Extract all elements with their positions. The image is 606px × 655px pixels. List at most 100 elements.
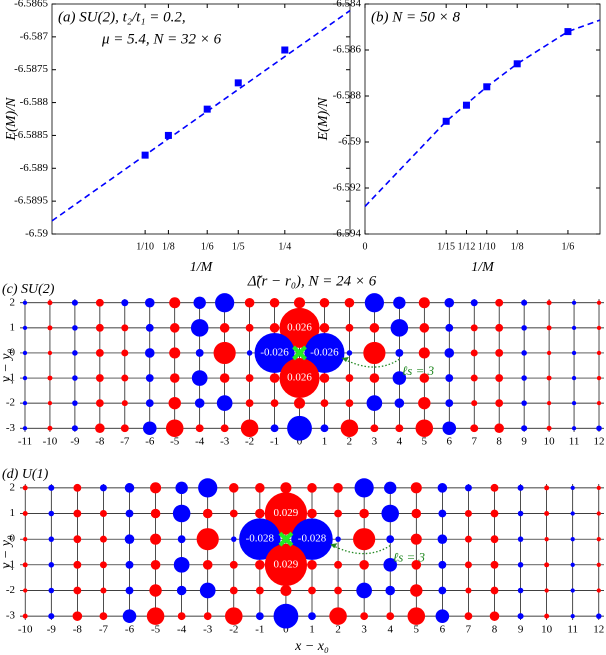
site-circle	[229, 586, 238, 595]
site-circle	[345, 323, 354, 332]
site-circle	[334, 586, 342, 595]
site-circle	[95, 374, 104, 382]
site-circle	[369, 373, 380, 383]
site-circle	[245, 374, 254, 382]
site-circle	[521, 400, 527, 406]
site-circle	[177, 612, 186, 621]
site-circle	[445, 399, 454, 408]
x-tick-label: 1/8	[162, 241, 175, 252]
y-tick-label: 2	[10, 481, 16, 493]
data-point	[141, 151, 149, 159]
site-circle	[407, 607, 426, 625]
site-circle	[146, 607, 165, 625]
annotation: ℓs = 3	[402, 363, 435, 378]
site-circle	[464, 484, 472, 492]
y-tick-label: -6.584	[333, 0, 362, 10]
site-circle	[546, 325, 552, 331]
site-circle	[415, 419, 434, 438]
site-circle	[215, 293, 235, 313]
site-circle	[418, 347, 430, 359]
site-circle	[470, 349, 478, 357]
site-circle	[596, 613, 602, 619]
site-circle	[145, 323, 154, 332]
site-circle	[240, 419, 259, 438]
site-circle	[340, 419, 359, 438]
site-circle	[470, 299, 478, 307]
site-circle	[168, 396, 181, 410]
site-circle	[100, 587, 107, 594]
x-tick-label: 4	[397, 436, 403, 448]
site-circle	[419, 373, 430, 383]
site-circle	[571, 325, 577, 331]
x-tick-label: 1/5	[232, 241, 245, 252]
site-circle	[47, 300, 53, 306]
arc-arrowhead	[341, 356, 349, 362]
site-circle	[73, 586, 82, 595]
site-circle	[48, 536, 55, 542]
site-circle	[393, 296, 406, 309]
site-circle	[490, 483, 499, 492]
site-circle	[517, 562, 524, 568]
x-tick-label: 7	[471, 436, 477, 448]
x-tick-label: 1/6	[201, 241, 214, 252]
site-circle	[95, 349, 104, 357]
site-circle	[193, 296, 206, 309]
fit-line	[364, 19, 601, 207]
site-circle	[369, 323, 380, 333]
x-tick-label: -2	[229, 624, 238, 636]
x-tick-label: -7	[120, 436, 130, 448]
y-tick-label: 0	[10, 533, 16, 545]
x-tick-label: 6	[447, 436, 453, 448]
site-circle	[470, 324, 478, 332]
site-circle	[47, 375, 53, 381]
site-circle	[95, 399, 104, 408]
site-circle	[571, 426, 577, 431]
site-circle	[438, 586, 447, 595]
panel-label: (c) SU(2)	[2, 282, 55, 297]
site-circle	[73, 560, 82, 569]
site-circle	[72, 400, 78, 406]
y-tick-label: -1	[6, 372, 15, 384]
site-circle	[596, 375, 602, 381]
site-circle	[22, 300, 28, 305]
site-circle	[175, 481, 188, 495]
site-circle	[202, 508, 213, 519]
site-circle	[99, 561, 107, 569]
data-point	[564, 28, 572, 36]
site-circle	[231, 536, 237, 542]
site-circle	[354, 478, 374, 498]
site-circle	[165, 419, 184, 438]
site-circle	[121, 324, 129, 332]
site-circle	[394, 398, 405, 408]
site-circle	[176, 585, 187, 596]
site-circle	[229, 560, 238, 569]
x-tick-label: -3	[203, 624, 213, 636]
site-circle	[544, 588, 549, 593]
y-tick-label: -6.594	[333, 228, 362, 240]
site-circle	[363, 341, 386, 365]
site-circle	[546, 300, 552, 306]
y-tick-label: 2	[10, 296, 16, 308]
site-circle	[121, 299, 129, 307]
site-circle	[596, 400, 602, 406]
y-tick-label: -6.5885	[14, 129, 48, 141]
site-circle	[546, 375, 552, 381]
x-tick-label: -9	[70, 436, 80, 448]
x-tick-label: 8	[496, 436, 502, 448]
site-circle	[464, 535, 472, 543]
site-circle	[596, 562, 601, 567]
site-circle	[445, 374, 454, 382]
site-circle	[596, 485, 601, 490]
site-circle	[194, 398, 205, 408]
site-circle	[544, 613, 550, 619]
site-circle	[307, 483, 317, 493]
site-circle	[219, 373, 230, 383]
site-circle	[99, 612, 108, 621]
site-circle	[395, 349, 404, 357]
site-circle	[359, 508, 369, 519]
site-circle	[544, 537, 549, 542]
value-label: -0.028	[246, 533, 275, 545]
site-circle	[437, 483, 448, 493]
x-tick-label: 6	[440, 624, 446, 636]
site-circle	[596, 325, 602, 331]
